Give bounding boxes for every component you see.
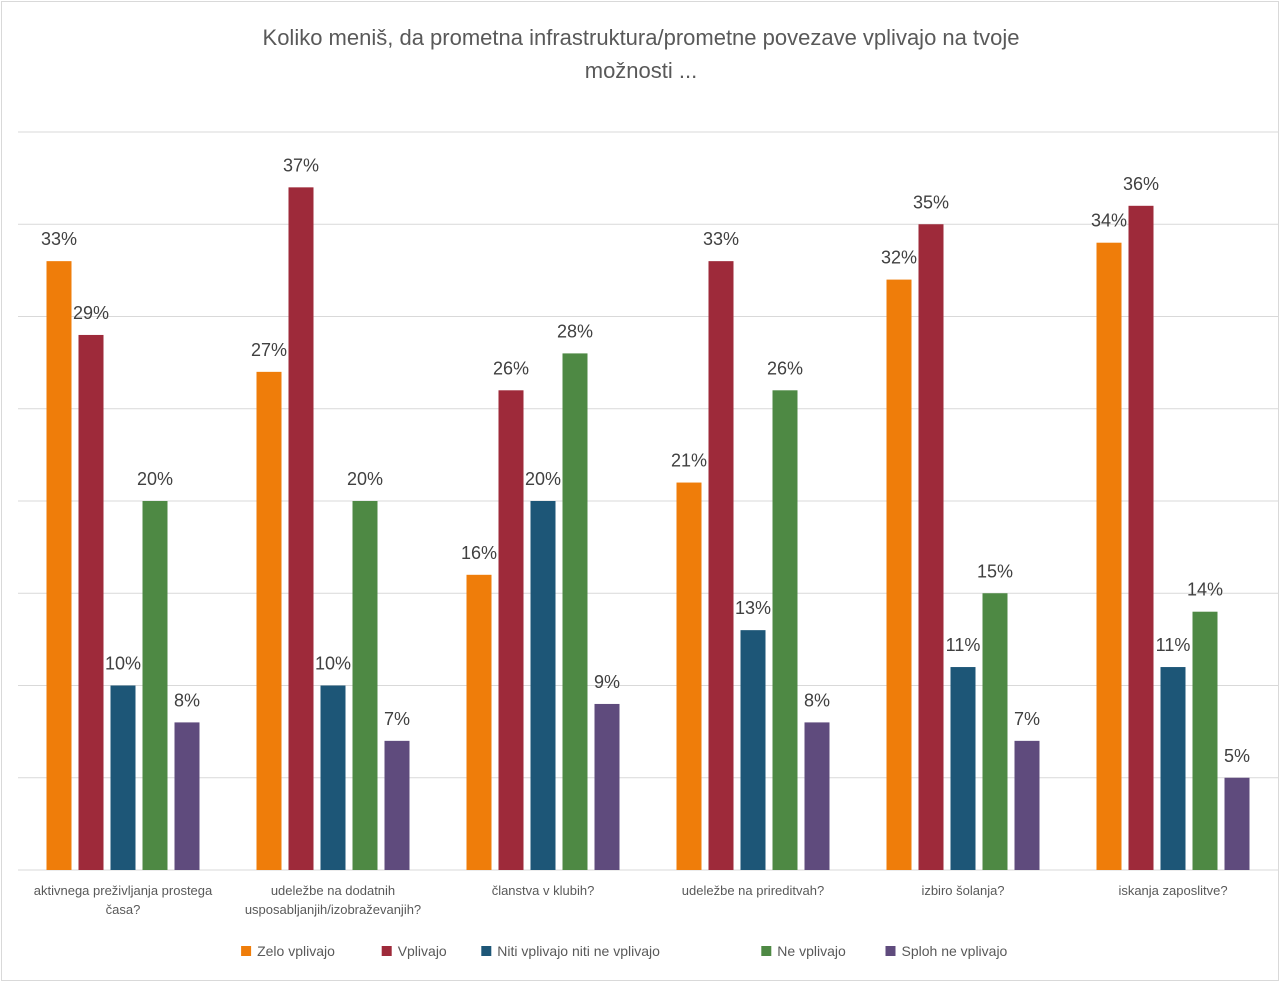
legend-swatch [241, 946, 252, 956]
bar [804, 722, 830, 870]
data-label: 5% [1224, 746, 1250, 766]
bar [676, 482, 702, 870]
bar [46, 261, 72, 870]
chart-title-line: Koliko meniš, da prometna infrastruktura… [263, 25, 1020, 50]
bar [562, 353, 588, 870]
data-label: 26% [767, 358, 803, 378]
x-axis-label: udeležbe na dodatnih [271, 883, 395, 898]
legend-label: Niti vplivajo niti ne vplivajo [497, 943, 660, 959]
bar [320, 685, 346, 870]
data-label: 11% [1156, 635, 1191, 655]
bar [772, 390, 798, 870]
data-label: 21% [671, 451, 707, 471]
data-label: 20% [347, 469, 383, 489]
data-label: 32% [881, 248, 917, 268]
data-label: 11% [946, 635, 981, 655]
bar [256, 371, 282, 870]
data-label: 8% [174, 690, 200, 710]
bar [530, 501, 556, 870]
bar [594, 703, 620, 870]
bar [1096, 242, 1122, 870]
bar [466, 574, 492, 870]
x-axis-label: iskanja zaposlitve? [1118, 883, 1227, 898]
legend-swatch [381, 946, 392, 956]
bar [950, 667, 976, 870]
gridlines [18, 131, 1278, 871]
legend-label: Ne vplivajo [777, 943, 846, 959]
bar [384, 740, 410, 870]
x-axis-label: aktivnega preživljanja prostega [34, 883, 213, 898]
data-label: 7% [1014, 709, 1040, 729]
data-label: 34% [1091, 211, 1127, 231]
bars [46, 187, 1250, 871]
bar [1224, 777, 1250, 870]
x-axis-label: članstva v klubih? [492, 883, 595, 898]
bar [708, 261, 734, 870]
x-axis-label: izbiro šolanja? [921, 883, 1004, 898]
data-label: 15% [977, 561, 1013, 581]
bar [1160, 667, 1186, 870]
legend-item: Niti vplivajo niti ne vplivajo [481, 943, 660, 959]
legend-item: Ne vplivajo [761, 943, 846, 959]
data-label: 9% [594, 672, 620, 692]
data-label: 29% [73, 303, 109, 323]
x-axis-label: udeležbe na prireditvah? [682, 883, 824, 898]
legend-swatch [885, 946, 896, 956]
data-label: 20% [525, 469, 561, 489]
data-label: 28% [557, 321, 593, 341]
data-label: 26% [493, 358, 529, 378]
bar [288, 187, 314, 871]
data-label: 16% [461, 543, 497, 563]
legend-item: Zelo vplivajo [241, 943, 335, 959]
data-label: 33% [703, 229, 739, 249]
legend-label: Vplivajo [398, 943, 447, 959]
x-axis-labels: aktivnega preživljanja prostega časa? udel… [34, 883, 1228, 917]
legend-label: Sploh ne vplivajo [902, 943, 1008, 959]
data-label: 27% [251, 340, 287, 360]
data-label: 7% [384, 709, 410, 729]
data-label: 14% [1187, 580, 1223, 600]
bar [918, 224, 944, 870]
bar [174, 722, 200, 870]
bar [110, 685, 136, 870]
bar [740, 630, 766, 870]
legend-item: Sploh ne vplivajo [885, 943, 1008, 959]
bar [142, 501, 168, 870]
bar [982, 593, 1008, 870]
legend-item: Vplivajo [381, 943, 447, 959]
data-label: 35% [913, 192, 949, 212]
data-label: 8% [804, 690, 830, 710]
data-label: 10% [105, 654, 141, 674]
data-label: 33% [41, 229, 77, 249]
bar [352, 501, 378, 870]
legend-label: Zelo vplivajo [257, 943, 335, 959]
legend-swatch [761, 946, 772, 956]
chart-title-line: možnosti ... [585, 58, 697, 83]
data-label: 36% [1123, 174, 1159, 194]
legend: Zelo vplivajo Vplivajo Niti vplivajo niti … [241, 943, 1008, 959]
bar [886, 279, 912, 871]
x-axis-label: usposabljanjih/izobraževanjih? [245, 902, 421, 917]
data-label: 20% [137, 469, 173, 489]
chart-title: Koliko meniš, da prometna infrastruktura… [263, 25, 1020, 83]
data-label: 13% [735, 598, 771, 618]
data-label: 37% [283, 155, 319, 175]
bar [1014, 740, 1040, 870]
bar [498, 390, 524, 870]
bar [78, 334, 104, 870]
legend-swatch [481, 946, 492, 956]
bar [1128, 205, 1154, 871]
data-label: 10% [315, 654, 351, 674]
bar [1192, 611, 1218, 870]
x-axis-label: časa? [106, 902, 141, 917]
data-labels: 33% 29% 10% 20% 8% 27% 37% 10% 20% 7% 16% 26% 20% 28%… [41, 155, 1250, 765]
